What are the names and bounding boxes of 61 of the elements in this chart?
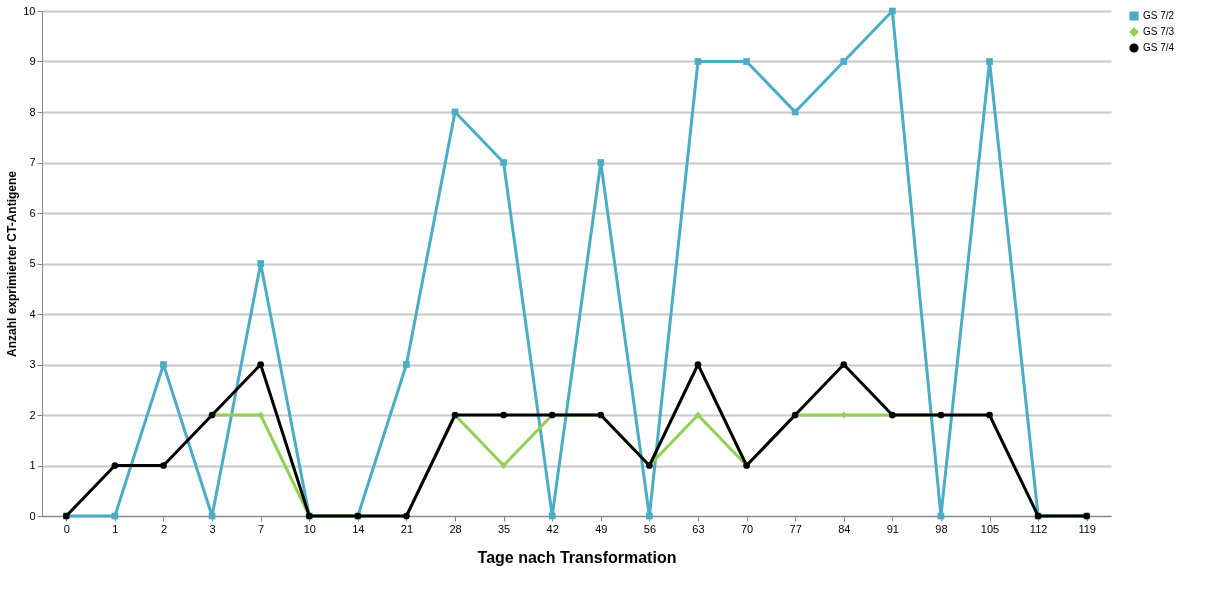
point xyxy=(500,462,507,469)
y-tick-label: 4 xyxy=(29,307,36,320)
x-tick-label: 42 xyxy=(546,522,559,535)
y-axis-title: Anzahl exprimierter CT-Antigene xyxy=(5,170,20,358)
point xyxy=(986,411,993,419)
point xyxy=(160,462,167,469)
point xyxy=(257,260,265,267)
y-tick-label: 3 xyxy=(29,358,36,370)
point xyxy=(986,58,993,65)
x-tick-label: 28 xyxy=(449,522,462,535)
x-tick-label: 49 xyxy=(595,522,608,535)
x-tick-label: 70 xyxy=(740,522,754,535)
point xyxy=(111,462,119,469)
point xyxy=(500,159,507,166)
x-axis-title: Tage nach Transformation xyxy=(477,548,677,566)
legend-label: GS 7/2 xyxy=(1143,10,1175,21)
x-tick-label: 35 xyxy=(497,522,511,535)
point xyxy=(160,361,167,368)
x-tick-label: 21 xyxy=(400,522,414,535)
x-tick-label: 105 xyxy=(980,522,1000,535)
x-tick-label: 7 xyxy=(258,522,265,535)
x-tick-label: 91 xyxy=(886,522,899,535)
x-tick-label: 63 xyxy=(692,522,705,535)
x-tick-label: 3 xyxy=(209,522,216,535)
legend-label: GS 7/4 xyxy=(1143,42,1175,53)
point xyxy=(257,361,265,368)
x-tick-label: 10 xyxy=(303,522,316,535)
point xyxy=(257,411,265,419)
x-tick-label: 14 xyxy=(352,522,365,535)
x-tick-label: 56 xyxy=(643,522,657,535)
point xyxy=(500,411,507,419)
x-tick-label: 84 xyxy=(838,522,851,535)
y-tick-label: 8 xyxy=(29,105,36,118)
point xyxy=(694,58,702,65)
point xyxy=(743,58,750,65)
x-tick-label: 2 xyxy=(160,522,168,535)
x-tick-label: 0 xyxy=(63,522,70,535)
y-tick-label: 1 xyxy=(29,459,36,471)
y-tick-label: 5 xyxy=(29,257,36,269)
point xyxy=(597,159,605,166)
x-tick-label: 77 xyxy=(789,522,802,535)
point xyxy=(888,7,896,15)
point xyxy=(694,361,702,368)
x-tick-label: 1 xyxy=(112,522,119,535)
point xyxy=(840,361,848,368)
y-tick-label: 7 xyxy=(29,156,36,168)
point xyxy=(840,58,848,65)
x-tick-label: 112 xyxy=(1029,522,1048,535)
y-tick-label: 2 xyxy=(29,408,36,421)
point xyxy=(791,108,799,116)
x-tick-label: 98 xyxy=(935,522,948,535)
y-tick-label: 0 xyxy=(29,509,36,522)
point xyxy=(646,512,653,520)
point xyxy=(548,512,556,520)
y-tick-label: 10 xyxy=(23,4,36,17)
x-tick-label: 119 xyxy=(1078,522,1096,535)
legend-label: GS 7/3 xyxy=(1143,26,1175,37)
point xyxy=(694,411,702,419)
y-tick-label: 6 xyxy=(29,206,36,219)
y-tick-label: 9 xyxy=(29,55,36,67)
point xyxy=(403,361,410,368)
